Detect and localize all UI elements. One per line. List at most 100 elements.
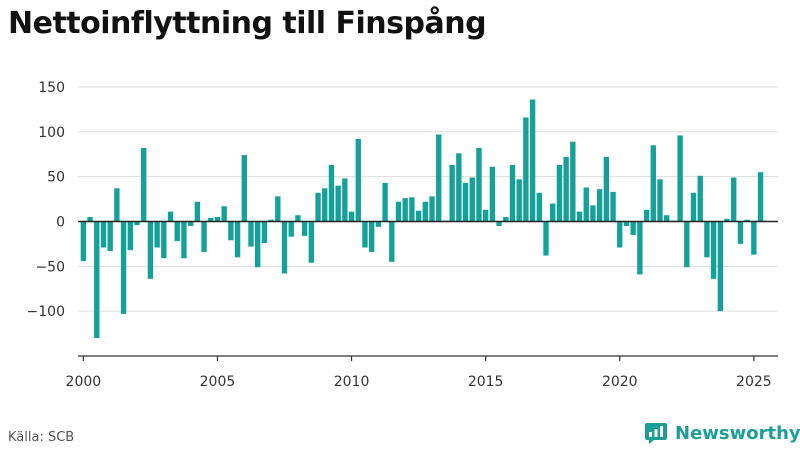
bar xyxy=(563,156,569,222)
y-tick-label: 50 xyxy=(47,170,65,186)
bar xyxy=(141,147,147,222)
bar xyxy=(509,164,516,222)
bar xyxy=(127,221,133,251)
bar xyxy=(422,201,428,222)
bar xyxy=(469,177,475,222)
bar xyxy=(737,221,744,244)
y-tick-label: −50 xyxy=(35,259,65,275)
bar xyxy=(704,221,710,258)
x-tick-label: 2020 xyxy=(602,374,638,390)
bar xyxy=(375,221,382,227)
x-tick-label: 2000 xyxy=(66,374,102,390)
bar xyxy=(275,196,281,222)
bar xyxy=(342,178,348,222)
bar xyxy=(100,221,107,248)
bar xyxy=(529,99,536,222)
bar xyxy=(355,138,361,222)
bar xyxy=(228,221,234,241)
bar xyxy=(744,219,750,222)
bar xyxy=(650,145,656,222)
bar xyxy=(335,185,341,222)
bar xyxy=(120,221,127,314)
y-tick-labels: −100 −50 0 50 100 150 xyxy=(27,80,65,320)
bar xyxy=(516,179,522,222)
bar xyxy=(429,196,435,222)
bar xyxy=(496,221,502,226)
bar xyxy=(295,215,301,222)
bar xyxy=(556,164,563,222)
gridlines xyxy=(78,86,778,312)
bar xyxy=(637,221,643,275)
bar xyxy=(348,211,355,222)
bar xyxy=(154,221,160,248)
bar xyxy=(684,221,690,268)
newsworthy-logo[interactable]: Newsworthy xyxy=(644,420,800,446)
bar xyxy=(208,217,214,222)
bar xyxy=(630,221,636,235)
bar xyxy=(590,205,596,222)
bar xyxy=(449,164,455,222)
bar xyxy=(543,221,549,256)
bar xyxy=(94,221,100,339)
bar xyxy=(161,221,167,259)
bar xyxy=(677,135,683,222)
bar xyxy=(389,221,395,262)
bar xyxy=(181,221,187,259)
bar xyxy=(308,221,315,263)
x-tick-label: 2025 xyxy=(736,374,772,390)
bar xyxy=(201,221,207,252)
bar xyxy=(456,153,462,222)
bar xyxy=(395,201,402,222)
bar xyxy=(717,221,724,312)
bar xyxy=(114,188,120,222)
bar xyxy=(328,164,335,222)
bar xyxy=(402,198,408,222)
bar xyxy=(503,217,509,222)
bar xyxy=(87,217,93,222)
bar xyxy=(147,221,154,279)
bar xyxy=(134,221,140,226)
bar xyxy=(610,191,616,222)
bar xyxy=(617,221,623,248)
bar xyxy=(697,175,703,222)
bar xyxy=(476,147,482,222)
bar xyxy=(482,209,489,222)
source-note: Källa: SCB xyxy=(8,430,75,445)
bar xyxy=(757,172,764,222)
bar xyxy=(731,177,737,222)
bar xyxy=(315,192,321,222)
bar xyxy=(234,221,241,258)
bar xyxy=(362,221,368,248)
bar xyxy=(369,221,375,252)
bar xyxy=(187,221,194,226)
bar xyxy=(523,117,529,222)
bar xyxy=(214,217,221,222)
y-tick-label: 150 xyxy=(38,80,65,96)
newsworthy-logo-icon xyxy=(645,423,667,444)
y-tick-label: −100 xyxy=(27,304,65,320)
bar xyxy=(570,141,576,222)
bar xyxy=(167,211,174,222)
bar xyxy=(550,203,556,222)
bar xyxy=(657,179,663,222)
bars xyxy=(80,99,764,339)
x-tick-label: 2015 xyxy=(468,374,504,390)
bar xyxy=(710,221,717,279)
bar xyxy=(536,192,542,222)
chart-title: Nettoinflyttning till Finspång xyxy=(8,6,487,41)
bar xyxy=(241,155,247,222)
bar xyxy=(576,211,583,222)
bar xyxy=(301,221,308,236)
bar xyxy=(596,189,603,222)
bar xyxy=(409,197,415,222)
bar xyxy=(603,156,610,222)
x-tick-label: 2010 xyxy=(334,374,370,390)
bar xyxy=(80,221,87,261)
bar xyxy=(382,182,388,222)
bar xyxy=(489,166,496,222)
bar xyxy=(322,188,328,222)
brand-name: Newsworthy xyxy=(675,422,800,444)
bar xyxy=(664,215,670,222)
x-tick-labels: 2000 2005 2010 2015 2020 2025 xyxy=(66,374,772,390)
